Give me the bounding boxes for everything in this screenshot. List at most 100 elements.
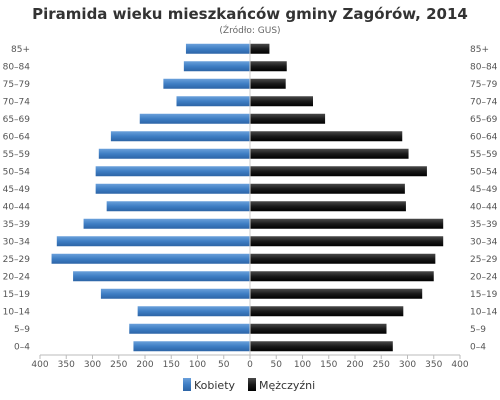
bar-mezczyzni-15-19 <box>250 288 423 299</box>
bar-kobiety-0-4 <box>133 341 250 352</box>
bar-kobiety-55-59 <box>98 148 250 159</box>
legend: Kobiety Mężczyźni <box>183 378 315 392</box>
bar-kobiety-25-29 <box>51 253 250 264</box>
age-label-left-15-19: 15–19 <box>3 290 31 300</box>
age-label-left-65-69: 65–69 <box>3 115 31 125</box>
bar-kobiety-45-49 <box>95 183 251 194</box>
age-label-right-40-44: 40–44 <box>470 202 498 212</box>
bar-mezczyzni-45-49 <box>250 183 405 194</box>
age-label-right-80-84: 80–84 <box>470 62 498 72</box>
bar-mezczyzni-55-59 <box>250 148 409 159</box>
x-axis: 400 350 300 250 200 150 100 50 0 50 100 150 200 250 30… <box>31 40 469 370</box>
x-tick-label: 200 <box>346 360 363 370</box>
bar-mezczyzni-50-54 <box>250 166 427 177</box>
age-label-left-5-9: 5–9 <box>14 325 30 335</box>
bar-mezczyzni-20-24 <box>250 271 434 282</box>
bar-kobiety-50-54 <box>95 166 251 177</box>
age-label-left-10-14: 10–14 <box>3 307 31 317</box>
age-label-right-10-14: 10–14 <box>470 307 498 317</box>
x-tick-label: 350 <box>425 360 442 370</box>
bar-mezczyzni-40-44 <box>250 201 406 212</box>
age-label-right-75-79: 75–79 <box>470 80 498 90</box>
age-label-right-85: 85+ <box>470 45 489 55</box>
age-label-right-15-19: 15–19 <box>470 290 498 300</box>
bar-mezczyzni-0-4 <box>250 341 393 352</box>
bar-mezczyzni-5-9 <box>250 323 387 334</box>
bar-kobiety-75-79 <box>163 78 251 89</box>
chart-subtitle: (Źródło: GUS) <box>219 24 280 36</box>
age-label-left-75-79: 75–79 <box>3 80 31 90</box>
bar-kobiety-5-9 <box>129 323 250 334</box>
bar-mezczyzni-80-84 <box>250 61 287 72</box>
age-label-left-85: 85+ <box>11 45 30 55</box>
age-label-left-30-34: 30–34 <box>3 237 31 247</box>
plot-area <box>51 43 444 352</box>
age-label-right-20-24: 20–24 <box>470 272 498 282</box>
bar-kobiety-40-44 <box>106 201 250 212</box>
age-label-right-50-54: 50–54 <box>470 167 498 177</box>
age-label-right-70-74: 70–74 <box>470 97 498 107</box>
x-tick-label: 100 <box>294 360 311 370</box>
age-labels-left: 85+ 80–84 75–79 70–74 65–69 60–64 55–59 50–54 45… <box>3 45 31 353</box>
x-tick-label: 50 <box>271 360 283 370</box>
x-tick-label: 100 <box>189 360 206 370</box>
bar-kobiety-85 <box>185 43 250 54</box>
age-label-right-5-9: 5–9 <box>470 325 486 335</box>
bar-mezczyzni-75-79 <box>250 78 286 89</box>
bar-kobiety-10-14 <box>137 306 250 317</box>
x-tick-label: 150 <box>163 360 180 370</box>
bar-kobiety-15-19 <box>100 288 251 299</box>
age-label-left-25-29: 25–29 <box>3 255 31 265</box>
age-label-left-50-54: 50–54 <box>3 167 31 177</box>
age-label-right-60-64: 60–64 <box>470 132 498 142</box>
age-label-left-40-44: 40–44 <box>3 202 31 212</box>
legend-label-kobiety: Kobiety <box>194 379 236 392</box>
age-label-left-80-84: 80–84 <box>3 62 31 72</box>
bar-kobiety-35-39 <box>83 218 250 229</box>
x-tick-label: 300 <box>399 360 416 370</box>
age-label-left-35-39: 35–39 <box>3 220 31 230</box>
x-tick-label: 150 <box>320 360 337 370</box>
legend-swatch-mezczyzni <box>248 378 256 391</box>
age-label-left-55-59: 55–59 <box>3 150 31 160</box>
x-tick-label: 250 <box>110 360 127 370</box>
x-tick-label: 50 <box>218 360 230 370</box>
legend-label-mezczyzni: Mężczyźni <box>259 379 315 392</box>
x-tick-label: 0 <box>247 360 253 370</box>
age-label-left-60-64: 60–64 <box>3 132 31 142</box>
age-label-left-0-4: 0–4 <box>14 342 30 352</box>
bar-mezczyzni-25-29 <box>250 253 436 264</box>
age-labels-right: 85+ 80–84 75–79 70–74 65–69 60–64 55–59 50–54 45… <box>470 45 498 353</box>
age-label-left-45-49: 45–49 <box>3 185 31 195</box>
bar-mezczyzni-30-34 <box>250 236 444 247</box>
chart-title: Piramida wieku mieszkańców gminy Zagórów… <box>32 5 468 23</box>
bar-mezczyzni-60-64 <box>250 131 403 142</box>
age-label-left-70-74: 70–74 <box>3 97 31 107</box>
bar-mezczyzni-70-74 <box>250 96 313 107</box>
bar-mezczyzni-35-39 <box>250 218 444 229</box>
bar-mezczyzni-85 <box>250 43 270 54</box>
bar-kobiety-30-34 <box>56 236 250 247</box>
age-label-right-55-59: 55–59 <box>470 150 498 160</box>
x-tick-label: 400 <box>451 360 468 370</box>
bar-kobiety-60-64 <box>110 131 251 142</box>
age-label-left-20-24: 20–24 <box>3 272 31 282</box>
bar-kobiety-20-24 <box>73 271 250 282</box>
age-label-right-65-69: 65–69 <box>470 115 498 125</box>
bar-kobiety-65-69 <box>139 113 250 124</box>
bar-kobiety-70-74 <box>176 96 250 107</box>
bar-mezczyzni-65-69 <box>250 113 326 124</box>
age-label-right-30-34: 30–34 <box>470 237 498 247</box>
age-label-right-45-49: 45–49 <box>470 185 498 195</box>
age-label-right-35-39: 35–39 <box>470 220 498 230</box>
bar-mezczyzni-10-14 <box>250 306 404 317</box>
x-tick-label: 200 <box>136 360 153 370</box>
legend-swatch-kobiety <box>183 378 191 391</box>
x-tick-label: 300 <box>84 360 101 370</box>
age-label-right-0-4: 0–4 <box>470 342 486 352</box>
x-tick-label: 350 <box>58 360 75 370</box>
age-label-right-25-29: 25–29 <box>470 255 498 265</box>
bar-kobiety-80-84 <box>183 61 250 72</box>
x-tick-label: 400 <box>31 360 48 370</box>
